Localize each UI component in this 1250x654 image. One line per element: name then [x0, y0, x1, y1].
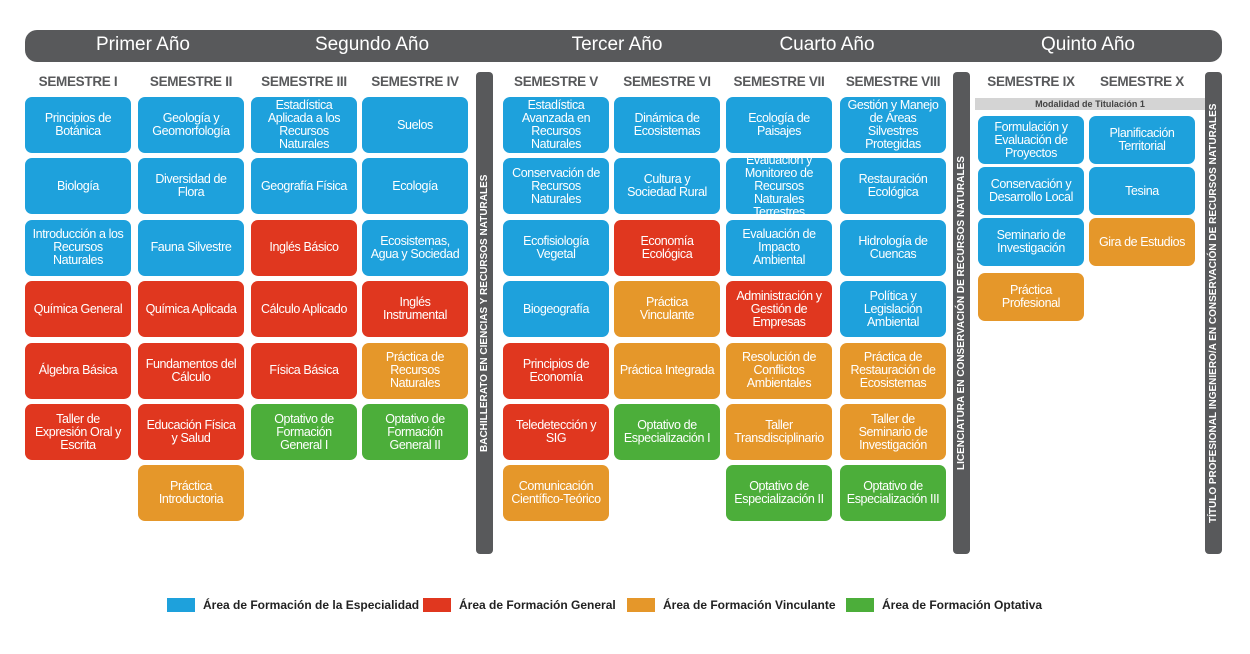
course: Optativo de Especialización II [726, 465, 832, 522]
year-label: Primer Año [96, 34, 190, 55]
course: Ecología [362, 158, 468, 215]
legend-item: Área de Formación Optativa [846, 598, 1042, 612]
course: Economía Ecológica [614, 219, 720, 276]
course: Gestión y Manejo de Áreas Silvestres Pro… [840, 97, 946, 153]
course: Ecosistemas, Agua y Sociedad [362, 219, 468, 276]
semester-label: SEMESTRE VI [623, 74, 711, 89]
semester-label: SEMESTRE I [38, 74, 118, 89]
semester-label: SEMESTRE IV [371, 74, 459, 89]
course: Seminario de Investigación [978, 218, 1084, 266]
course: Estadística Avanzada en Recursos Natural… [503, 97, 609, 153]
modality-label: Modalidad de Titulación 1 [975, 98, 1205, 110]
course: Suelos [362, 97, 468, 153]
course: Optativo de Especialización I [614, 404, 720, 460]
course: Biología [25, 158, 131, 215]
semester-label: SEMESTRE II [149, 74, 233, 89]
course: Evaluación de Impacto Ambiental [726, 219, 832, 276]
year-bar [25, 30, 1222, 62]
course: Política y Legislación Ambiental [840, 281, 946, 338]
legend-item: Área de Formación Vinculante [627, 598, 836, 612]
legend-item: Área de Formación de la Especialidad [167, 598, 419, 612]
course: Estadística Aplicada a los Recursos Natu… [251, 97, 357, 153]
course: Geología y Geomorfología [138, 97, 244, 153]
course: Comunicación Científico-Teórico [503, 465, 609, 522]
course: Fundamentos del Cálculo [138, 342, 244, 399]
course: Práctica Profesional [978, 273, 1084, 321]
semester-label: SEMESTRE X [1099, 74, 1185, 89]
degree-bar: LICENCIATURA EN CONSERVACIÓN DE RECURSOS… [953, 72, 970, 554]
course: Optativo de Formación General I [251, 404, 357, 460]
legend-label: Área de Formación Optativa [882, 598, 1043, 612]
course: Dinámica de Ecosistemas [614, 97, 720, 153]
course: Taller Transdisciplinario [726, 404, 832, 460]
course: Teledetección y SIG [503, 404, 609, 460]
course: Resolución de Conflictos Ambientales [726, 342, 832, 399]
course: Gira de Estudios [1089, 218, 1195, 266]
semester-label: SEMESTRE V [513, 74, 599, 89]
legend-item: Área de Formación General [423, 598, 616, 612]
legend-swatch [423, 598, 451, 612]
course: Álgebra Básica [25, 342, 131, 399]
course: Práctica Integrada [614, 342, 720, 399]
course: Inglés Instrumental [362, 281, 468, 338]
course: Diversidad de Flora [138, 158, 244, 215]
course: Evaluación y Monitoreo de Recursos Natur… [726, 153, 832, 218]
semester-label: SEMESTRE III [261, 74, 347, 89]
year-label: Tercer Año [571, 34, 663, 55]
course: Taller de Seminario de Investigación [840, 404, 946, 460]
course: Inglés Básico [251, 219, 357, 276]
year-label: Segundo Año [314, 34, 430, 55]
course: Conservación de Recursos Naturales [503, 158, 609, 215]
year-label: Quinto Año [1040, 34, 1136, 55]
course: Introducción a los Recursos Naturales [25, 219, 131, 276]
course: Principios de Economía [503, 342, 609, 399]
year-label: Cuarto Año [779, 34, 875, 55]
course: Restauración Ecológica [840, 158, 946, 215]
course: Planificación Territorial [1089, 116, 1195, 164]
course: Fauna Silvestre [138, 219, 244, 276]
legend-label: Área de Formación de la Especialidad [203, 598, 420, 612]
degree-bar: TÍTULO PROFESIONAL INGENIERO/A EN CONSER… [1205, 72, 1222, 554]
course: Taller de Expresión Oral y Escrita [25, 404, 131, 460]
degree-label: LICENCIATURA EN CONSERVACIÓN DE RECURSOS… [956, 156, 967, 470]
legend-label: Área de Formación Vinculante [663, 598, 836, 612]
course: Tesina [1089, 167, 1195, 215]
course: Hidrología de Cuencas [840, 219, 946, 276]
course: Administración y Gestión de Empresas [726, 281, 832, 338]
course: Educación Física y Salud [138, 404, 244, 460]
course: Optativo de Especialización III [840, 465, 946, 522]
course: Formulación y Evaluación de Proyectos [978, 116, 1084, 164]
course: Química Aplicada [138, 281, 244, 338]
course: Cálculo Aplicado [251, 281, 357, 338]
course: Conservación y Desarrollo Local [978, 167, 1084, 215]
course: Ecofisiología Vegetal [503, 219, 609, 276]
course: Biogeografía [503, 281, 609, 338]
legend-swatch [627, 598, 655, 612]
degree-label: BACHILLERATO EN CIENCIAS Y RECURSOS NATU… [479, 174, 490, 452]
course: Optativo de Formación General II [362, 404, 468, 460]
course: Cultura y Sociedad Rural [614, 158, 720, 215]
semester-label: SEMESTRE VII [733, 74, 825, 89]
legend-swatch [167, 598, 195, 612]
course: Práctica de Restauración de Ecosistemas [840, 342, 946, 399]
course: Física Básica [251, 342, 357, 399]
course: Química General [25, 281, 131, 338]
semester-label: SEMESTRE VIII [845, 74, 941, 89]
course: Ecología de Paisajes [726, 97, 832, 153]
degree-label: TÍTULO PROFESIONAL INGENIERO/A EN CONSER… [1208, 103, 1219, 523]
legend-swatch [846, 598, 874, 612]
course: Práctica Vinculante [614, 281, 720, 338]
course: Geografía Física [251, 158, 357, 215]
course: Principios de Botánica [25, 97, 131, 153]
degree-bar: BACHILLERATO EN CIENCIAS Y RECURSOS NATU… [476, 72, 493, 554]
course: Práctica de Recursos Naturales [362, 342, 468, 399]
course: Práctica Introductoria [138, 465, 244, 522]
semester-label: SEMESTRE IX [987, 74, 1075, 89]
legend-label: Área de Formación General [459, 598, 616, 612]
